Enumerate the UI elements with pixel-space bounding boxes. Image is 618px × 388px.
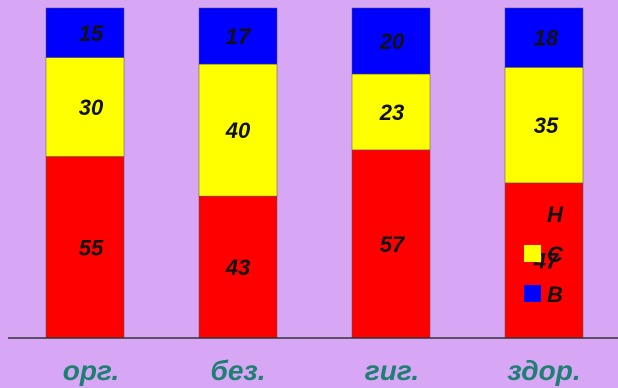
bar-segment bbox=[45, 7, 125, 58]
category-label: без. bbox=[211, 355, 266, 386]
data-label: 20 bbox=[379, 29, 405, 54]
category-label: здор. bbox=[507, 355, 580, 386]
bar-segment bbox=[45, 156, 125, 339]
bar-segment bbox=[198, 63, 278, 197]
data-label: 15 bbox=[79, 21, 104, 46]
data-label: 18 bbox=[534, 26, 559, 51]
category-label: гиг. bbox=[365, 355, 419, 386]
bar-segment bbox=[504, 182, 584, 339]
data-label: 57 bbox=[380, 232, 406, 257]
data-label: 23 bbox=[379, 100, 404, 125]
legend-swatch bbox=[524, 245, 541, 262]
legend-entry: В bbox=[547, 282, 563, 307]
data-label: 43 bbox=[225, 255, 250, 280]
data-label: 35 bbox=[534, 113, 559, 138]
legend: НСВ bbox=[524, 202, 564, 307]
category-labels-group: орг. без. гиг. здор. bbox=[63, 355, 581, 386]
bar-segment bbox=[351, 73, 431, 151]
data-label: 40 bbox=[225, 118, 251, 143]
bars-group bbox=[45, 7, 584, 339]
bar-segment bbox=[198, 7, 278, 65]
legend-entry: Н bbox=[547, 202, 564, 227]
legend-swatch bbox=[524, 285, 541, 302]
data-label: 30 bbox=[79, 95, 104, 120]
category-label: орг. bbox=[63, 355, 120, 386]
bar-segment bbox=[198, 195, 278, 339]
bar-segment bbox=[504, 7, 584, 68]
legend-entry: С bbox=[547, 242, 564, 267]
bar-segment bbox=[351, 7, 431, 75]
data-label: 17 bbox=[226, 24, 252, 49]
bar-segment bbox=[351, 149, 431, 339]
bar-segment bbox=[45, 57, 125, 157]
bar-segment bbox=[504, 67, 584, 184]
data-label: 55 bbox=[79, 235, 104, 260]
